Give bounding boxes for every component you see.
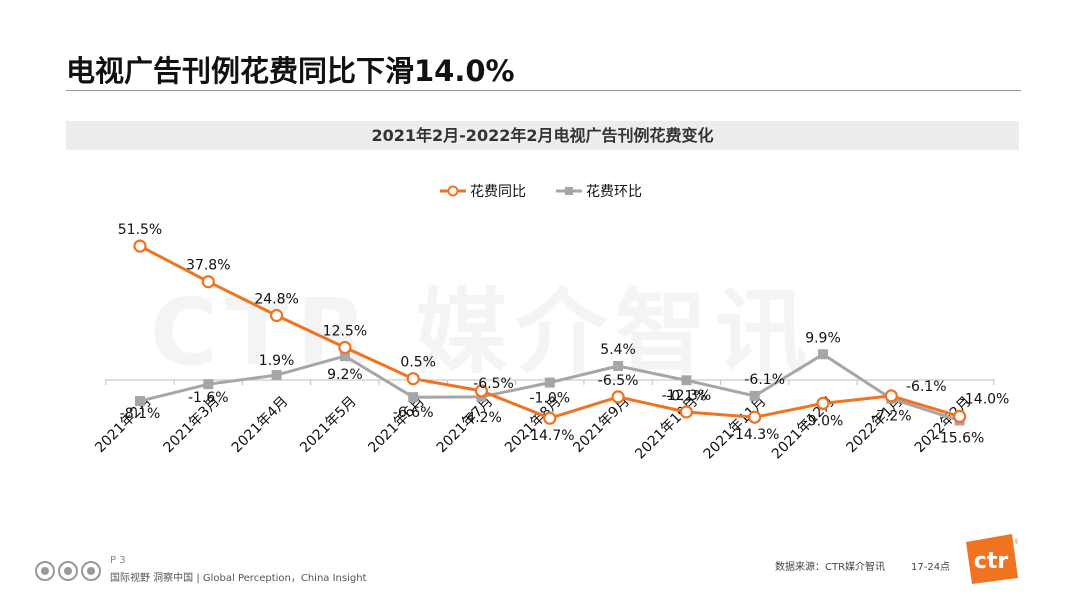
legend-marker-yoy xyxy=(447,185,459,197)
data-point-yoy xyxy=(748,410,762,424)
data-label-mom: -0.1% xyxy=(666,388,707,404)
data-label-yoy: 24.8% xyxy=(254,292,298,308)
data-label-mom: -8.1% xyxy=(120,406,161,422)
x-tick-label: 2021年4月 xyxy=(229,394,292,457)
data-point-yoy xyxy=(816,396,830,410)
data-label-yoy: 51.5% xyxy=(118,222,162,238)
x-tick-label: 2021年6月 xyxy=(365,394,428,457)
data-point-mom xyxy=(613,360,624,371)
data-label-yoy: -14.3% xyxy=(730,427,780,443)
data-label-mom: 1.9% xyxy=(259,353,295,369)
data-label-mom: -1.0% xyxy=(529,391,570,407)
data-point-mom xyxy=(203,379,214,390)
x-tick-label: 2021年2月 xyxy=(92,394,155,457)
data-point-mom xyxy=(749,390,760,401)
data-point-mom xyxy=(135,396,145,407)
data-label-yoy: -9.0% xyxy=(803,413,844,429)
data-label-mom: -6.1% xyxy=(744,372,785,388)
data-label-mom: -6.6% xyxy=(393,405,434,421)
data-label-mom: -1.6% xyxy=(188,390,229,406)
data-point-yoy xyxy=(133,239,147,253)
data-point-yoy xyxy=(406,372,420,386)
data-label-mom: 9.9% xyxy=(805,330,841,346)
ctr-logo-icon: ctr ® xyxy=(966,534,1018,584)
data-label-yoy: -14.0% xyxy=(960,391,1010,407)
chart-title-bar: 2021年2月-2022年2月电视广告刊例花费变化 xyxy=(66,121,1019,150)
data-label-yoy: 37.8% xyxy=(186,258,230,274)
footer-slogan: 国际视野 洞察中国 | Global Perception，China Insi… xyxy=(110,573,367,584)
data-point-yoy xyxy=(884,389,898,403)
data-point-yoy xyxy=(338,340,352,355)
data-label-yoy: -4.2% xyxy=(461,410,502,426)
x-tick-label: 2021年5月 xyxy=(297,394,360,457)
data-label-yoy: -14.7% xyxy=(525,428,575,444)
data-point-yoy xyxy=(474,384,489,398)
ctr-logo-text: ctr xyxy=(974,549,1009,574)
data-point-mom xyxy=(408,392,419,403)
page-title: 电视广告刊例花费同比下滑14.0% xyxy=(66,54,515,88)
data-point-mom xyxy=(681,375,692,386)
legend-label-yoy: 花费同比 xyxy=(470,184,526,200)
data-point-mom xyxy=(818,349,828,360)
data-point-yoy xyxy=(611,390,625,404)
data-label-yoy: -6.1% xyxy=(906,379,947,395)
data-point-yoy xyxy=(543,411,557,425)
data-point-mom xyxy=(544,377,555,388)
data-point-yoy xyxy=(952,409,967,423)
time-slot-note: 17-24点 xyxy=(911,562,951,573)
data-label-yoy: -6.5% xyxy=(598,373,639,389)
data-point-mom xyxy=(271,370,282,381)
data-point-yoy xyxy=(270,308,284,323)
svg-text:®: ® xyxy=(1014,538,1018,546)
data-label-mom: 5.4% xyxy=(600,342,636,358)
x-tick-label: 2022年1月 xyxy=(844,394,907,457)
data-label-mom: 9.2% xyxy=(327,367,363,383)
data-source: 数据来源：CTR媒介智讯 xyxy=(775,562,886,573)
page-number: P 3 xyxy=(110,555,126,566)
data-label-mom: -15.6% xyxy=(935,431,985,447)
footer-badge-icon xyxy=(35,561,101,581)
data-point-yoy xyxy=(679,405,694,419)
data-label-yoy: 12.5% xyxy=(323,324,367,340)
data-label-mom: -7.2% xyxy=(871,409,912,425)
legend-marker-mom xyxy=(565,187,573,195)
watermark: CTR 媒介智讯 xyxy=(150,279,816,386)
data-point-yoy xyxy=(201,275,215,289)
legend-label-mom: 花费环比 xyxy=(586,184,642,200)
chart-title: 2021年2月-2022年2月电视广告刊例花费变化 xyxy=(371,126,714,145)
data-label-yoy: 0.5% xyxy=(400,355,436,371)
data-label-yoy: -12.3% xyxy=(662,388,712,404)
title-divider xyxy=(66,90,1021,91)
data-point-mom xyxy=(339,351,350,362)
data-label-mom: -6.5% xyxy=(473,376,514,392)
